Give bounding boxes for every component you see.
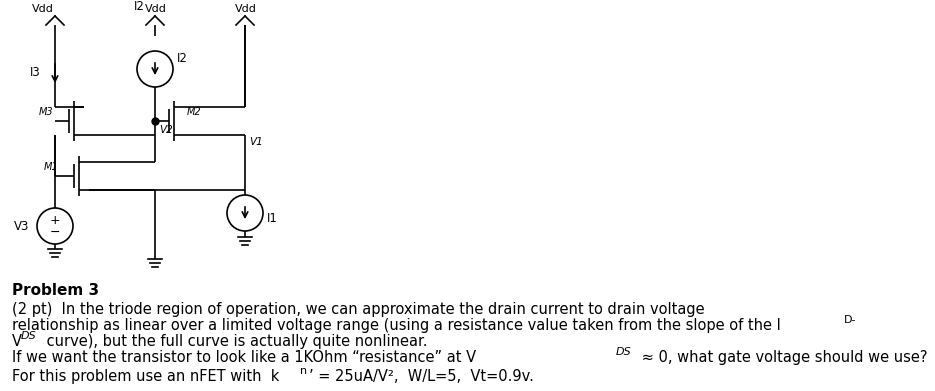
Text: I2: I2 <box>134 0 145 13</box>
Text: Vdd: Vdd <box>145 4 166 14</box>
Text: curve), but the full curve is actually quite nonlinear.: curve), but the full curve is actually q… <box>42 334 427 349</box>
Text: If we want the transistor to look like a 1KOhm “resistance” at V: If we want the transistor to look like a… <box>12 350 476 365</box>
Text: For this problem use an nFET with  k: For this problem use an nFET with k <box>12 369 280 384</box>
Text: D-: D- <box>844 315 856 325</box>
Text: DS: DS <box>21 331 36 341</box>
Text: n: n <box>300 366 307 376</box>
Text: Vdd: Vdd <box>235 4 257 14</box>
Text: (2 pt)  In the triode region of operation, we can approximate the drain current : (2 pt) In the triode region of operation… <box>12 302 705 317</box>
Text: M1: M1 <box>43 162 58 172</box>
Text: M3: M3 <box>38 107 53 117</box>
Text: I1: I1 <box>267 212 278 224</box>
Text: Problem 3: Problem 3 <box>12 283 99 298</box>
Text: +: + <box>50 215 61 228</box>
Text: V3: V3 <box>14 219 29 233</box>
Text: I3: I3 <box>30 66 41 79</box>
Text: I2: I2 <box>177 52 188 66</box>
Text: M2: M2 <box>187 107 202 117</box>
Text: Vdd: Vdd <box>32 4 54 14</box>
Text: −: − <box>50 226 60 239</box>
Text: ’ = 25uA/V²,  W/L=5,  Vt=0.9v.: ’ = 25uA/V², W/L=5, Vt=0.9v. <box>309 369 534 384</box>
Text: V1: V1 <box>249 137 263 147</box>
Text: DS: DS <box>616 347 632 357</box>
Text: relationship as linear over a limited voltage range (using a resistance value ta: relationship as linear over a limited vo… <box>12 318 781 333</box>
Text: ≈ 0, what gate voltage should we use?: ≈ 0, what gate voltage should we use? <box>637 350 928 365</box>
Text: V2: V2 <box>159 125 173 135</box>
Text: V: V <box>12 334 22 349</box>
